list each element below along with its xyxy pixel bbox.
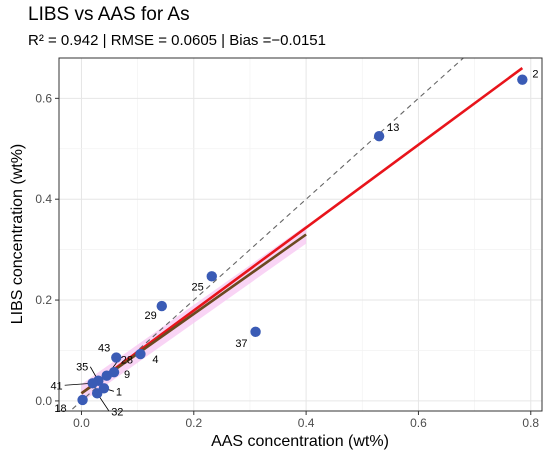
- chart-title: LIBS vs AAS for As: [28, 4, 190, 25]
- y-axis-label: LIBS concentration (wt%): [9, 144, 26, 325]
- point-labels: 2 13 25 29 37 4 43 9 28 35 41 1 32 18: [50, 69, 538, 419]
- point-label: 25: [192, 281, 204, 293]
- point-label: 29: [145, 310, 157, 322]
- y-tick-label: 0.4: [35, 192, 52, 206]
- plot-border: [58, 57, 543, 412]
- point-label: 41: [50, 380, 62, 392]
- data-point: [156, 300, 167, 312]
- identity-line: [69, 58, 465, 411]
- chart-subtitle: R² = 0.942 | RMSE = 0.0605 | Bias =−0.01…: [28, 32, 326, 49]
- grid-lines: [59, 58, 542, 411]
- x-tick-label: 0.4: [298, 416, 315, 430]
- point-label: 37: [235, 338, 247, 350]
- y-axis-ticks: 0.0 0.2 0.4 0.6: [35, 91, 59, 408]
- data-point: [250, 326, 261, 338]
- data-point: [517, 74, 528, 85]
- x-axis-label: AAS concentration (wt%): [211, 433, 389, 450]
- point-label: 18: [54, 403, 66, 415]
- point-label: 43: [98, 343, 110, 355]
- x-tick-label: 0.0: [73, 416, 90, 430]
- point-label: 2: [532, 69, 538, 81]
- reference-lines: [69, 58, 524, 411]
- point-label: 32: [111, 406, 123, 418]
- data-point: [77, 394, 88, 406]
- y-tick-label: 0.6: [35, 91, 52, 105]
- data-point: [135, 348, 146, 360]
- data-point: [91, 388, 103, 399]
- y-tick-label: 0.0: [35, 394, 52, 408]
- point-label: 9: [124, 369, 130, 381]
- point-label: 13: [387, 122, 399, 134]
- data-point: [101, 370, 112, 381]
- fit-line-lower: [80, 233, 307, 395]
- point-label: 28: [121, 355, 133, 367]
- point-label: 4: [152, 354, 158, 366]
- y-tick-label: 0.2: [35, 293, 52, 307]
- x-tick-label: 0.2: [185, 416, 202, 430]
- x-axis-ticks: 0.0 0.2 0.4 0.6 0.8: [73, 411, 539, 430]
- point-label: 1: [116, 386, 122, 398]
- data-points: [77, 74, 528, 406]
- data-point: [111, 352, 122, 363]
- data-point: [206, 271, 217, 282]
- data-point: [373, 130, 385, 142]
- point-label: 35: [76, 362, 88, 374]
- fit-line: [80, 67, 524, 395]
- x-tick-label: 0.8: [522, 416, 539, 430]
- data-point: [87, 378, 98, 389]
- x-tick-label: 0.6: [410, 416, 427, 430]
